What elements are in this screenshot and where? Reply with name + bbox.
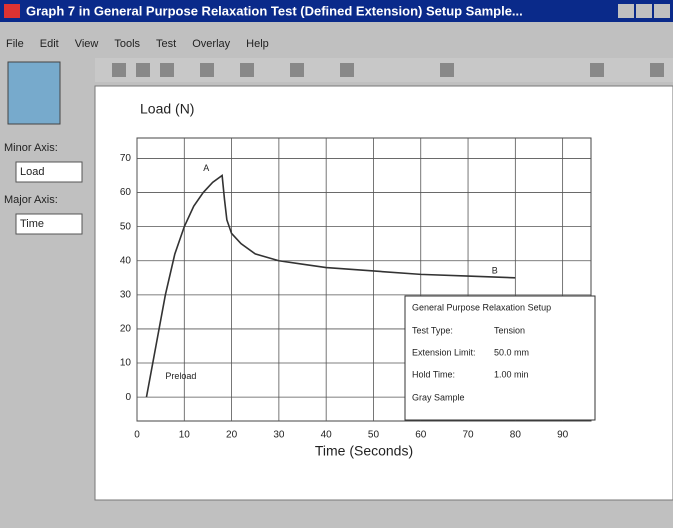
x-tick-label: 90 xyxy=(557,430,569,441)
info-label: Test Type: xyxy=(412,325,453,335)
minor-axis-label: Minor Axis: xyxy=(4,142,58,154)
menu-item[interactable]: Overlay xyxy=(192,38,230,50)
maximize-button[interactable] xyxy=(636,4,652,18)
x-tick-label: 20 xyxy=(226,430,238,441)
annotation: B xyxy=(492,265,498,275)
x-tick-label: 40 xyxy=(321,430,333,441)
y-tick-label: 40 xyxy=(120,255,132,266)
info-label: Extension Limit: xyxy=(412,347,476,357)
x-tick-label: 80 xyxy=(510,430,522,441)
annotation: A xyxy=(203,163,209,173)
y-tick-label: 10 xyxy=(120,358,132,369)
tool-icon[interactable] xyxy=(160,63,174,77)
y-tick-label: 50 xyxy=(120,221,132,232)
close-button[interactable] xyxy=(654,4,670,18)
tool-icon[interactable] xyxy=(136,63,150,77)
major-axis-value: Time xyxy=(20,218,44,230)
x-tick-label: 60 xyxy=(415,430,427,441)
x-tick-label: 30 xyxy=(273,430,285,441)
y-axis-label: Load (N) xyxy=(140,101,194,117)
info-title: General Purpose Relaxation Setup xyxy=(412,302,551,312)
x-tick-label: 70 xyxy=(462,430,474,441)
toolbar xyxy=(95,58,673,82)
info-value: 1.00 min xyxy=(494,369,529,379)
tool-icon[interactable] xyxy=(340,63,354,77)
info-label: Hold Time: xyxy=(412,369,455,379)
major-axis-label: Major Axis: xyxy=(4,194,58,206)
app-logo xyxy=(8,62,60,124)
app-icon xyxy=(4,4,20,18)
y-tick-label: 70 xyxy=(120,153,132,164)
menu-item[interactable]: Tools xyxy=(114,38,140,50)
tool-icon[interactable] xyxy=(240,63,254,77)
tool-icon[interactable] xyxy=(290,63,304,77)
x-tick-label: 50 xyxy=(368,430,380,441)
y-tick-label: 60 xyxy=(120,187,132,198)
menu-item[interactable]: File xyxy=(6,38,24,50)
tool-icon[interactable] xyxy=(590,63,604,77)
window-title: Graph 7 in General Purpose Relaxation Te… xyxy=(26,3,523,18)
annotation: Preload xyxy=(165,371,196,381)
menu-item[interactable]: Help xyxy=(246,38,269,50)
tool-icon[interactable] xyxy=(200,63,214,77)
info-value: Tension xyxy=(494,325,525,335)
tool-icon[interactable] xyxy=(112,63,126,77)
x-tick-label: 10 xyxy=(179,430,191,441)
menu-item[interactable]: Edit xyxy=(40,38,59,50)
menu-item[interactable]: View xyxy=(75,38,99,50)
menu-item[interactable]: Test xyxy=(156,38,176,50)
tool-icon[interactable] xyxy=(440,63,454,77)
menu-bar: File Edit View Tools Test Overlay Help xyxy=(6,38,269,50)
x-tick-label: 0 xyxy=(134,430,140,441)
y-tick-label: 0 xyxy=(125,392,131,403)
minimize-button[interactable] xyxy=(618,4,634,18)
info-box: General Purpose Relaxation Setup Test Typ… xyxy=(405,296,595,420)
y-tick-label: 30 xyxy=(120,289,132,300)
info-value: 50.0 mm xyxy=(494,347,529,357)
y-tick-label: 20 xyxy=(120,324,132,335)
info-footer: Gray Sample xyxy=(412,392,465,402)
tool-icon[interactable] xyxy=(650,63,664,77)
x-axis-label: Time (Seconds) xyxy=(315,443,413,459)
app-window: Graph 7 in General Purpose Relaxation Te… xyxy=(0,0,673,528)
minor-axis-value: Load xyxy=(20,166,44,178)
